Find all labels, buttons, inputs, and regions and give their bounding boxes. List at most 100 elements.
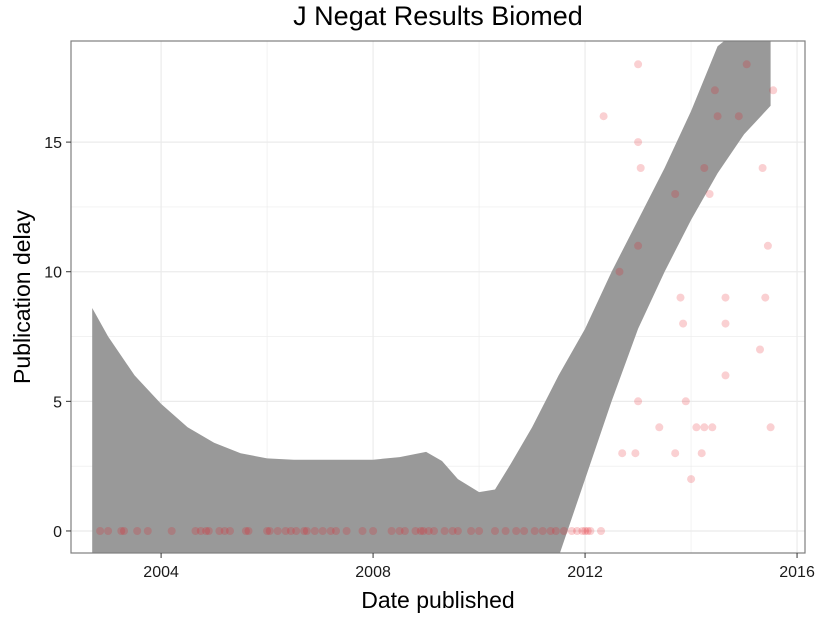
data-point: [395, 527, 404, 535]
data-point: [419, 527, 428, 535]
x-tick-label: 2004: [143, 564, 179, 581]
data-point: [713, 112, 722, 121]
data-point: [700, 164, 709, 172]
data-point: [204, 527, 213, 535]
data-point: [292, 527, 301, 535]
data-point: [167, 527, 176, 535]
data-point: [226, 527, 234, 535]
data-point: [265, 527, 274, 535]
data-point: [573, 527, 582, 535]
y-axis-title: Publication delay: [9, 210, 35, 384]
data-point: [133, 527, 142, 535]
data-point: [634, 60, 643, 69]
data-point: [104, 527, 113, 535]
data-point: [96, 527, 105, 535]
chart-title: J Negat Results Biomed: [293, 1, 583, 31]
data-point: [761, 293, 770, 302]
data-point: [599, 112, 608, 121]
data-point: [430, 527, 438, 535]
data-point: [143, 527, 152, 535]
data-point: [710, 86, 719, 95]
data-point: [615, 267, 624, 276]
data-point: [191, 527, 200, 535]
data-point: [512, 527, 521, 535]
data-point: [636, 164, 645, 172]
data-point: [676, 293, 685, 302]
data-point: [286, 527, 295, 535]
data-point: [721, 319, 730, 328]
data-point: [475, 527, 484, 535]
data-point: [559, 527, 568, 535]
data-point: [583, 527, 592, 535]
data-point: [369, 527, 378, 535]
data-point: [581, 527, 590, 535]
data-point: [326, 527, 335, 535]
data-point: [520, 527, 529, 535]
data-point: [721, 371, 730, 380]
data-point: [318, 527, 327, 535]
plot-border: [70, 40, 806, 554]
data-point: [416, 527, 425, 535]
data-point: [631, 449, 640, 458]
data-point: [215, 527, 224, 535]
data-point: [202, 527, 211, 535]
data-point: [244, 527, 253, 535]
data-point: [530, 527, 539, 535]
data-point: [538, 527, 547, 535]
data-point: [586, 527, 595, 535]
data-point: [448, 527, 457, 535]
data-point: [440, 527, 449, 535]
data-point: [551, 527, 560, 535]
data-point: [681, 397, 690, 406]
data-point: [281, 527, 290, 535]
y-tick-label: 15: [44, 135, 62, 152]
data-point: [766, 423, 775, 432]
data-point: [734, 112, 743, 121]
data-point: [679, 319, 688, 328]
data-point: [700, 423, 709, 432]
data-point: [758, 164, 767, 172]
data-point: [705, 190, 714, 198]
data-point: [671, 449, 680, 458]
data-point: [220, 527, 229, 535]
y-tick-label: 10: [44, 265, 62, 282]
data-point: [687, 475, 696, 484]
data-point: [387, 527, 396, 535]
data-point: [424, 527, 433, 535]
data-point: [467, 527, 476, 535]
x-tick-label: 2016: [779, 564, 815, 581]
data-points: [96, 60, 778, 535]
data-point: [671, 190, 680, 198]
data-point: [273, 527, 282, 535]
data-point: [721, 293, 730, 302]
data-point: [567, 527, 576, 535]
data-point: [120, 527, 128, 535]
x-tick-label: 2012: [567, 564, 603, 581]
y-tick-label: 5: [53, 394, 62, 411]
smooth-band: [92, 41, 771, 553]
data-point: [546, 527, 555, 535]
data-point: [692, 423, 701, 432]
data-point: [769, 86, 778, 95]
data-point: [310, 527, 319, 535]
data-point: [697, 449, 706, 458]
data-point: [453, 527, 462, 535]
data-point: [117, 527, 126, 535]
data-point: [196, 527, 205, 535]
data-point: [597, 527, 605, 535]
data-point: [501, 527, 510, 535]
data-point: [756, 345, 764, 354]
data-point: [763, 241, 772, 250]
data-point: [342, 527, 351, 535]
data-point: [491, 527, 499, 535]
data-point: [332, 527, 340, 535]
data-point: [618, 449, 627, 458]
data-point: [742, 60, 751, 69]
x-axis-title: Date published: [361, 587, 514, 613]
data-point: [302, 527, 311, 535]
data-point: [400, 527, 409, 535]
data-point: [708, 423, 717, 432]
data-point: [655, 423, 664, 432]
data-point: [634, 397, 643, 406]
